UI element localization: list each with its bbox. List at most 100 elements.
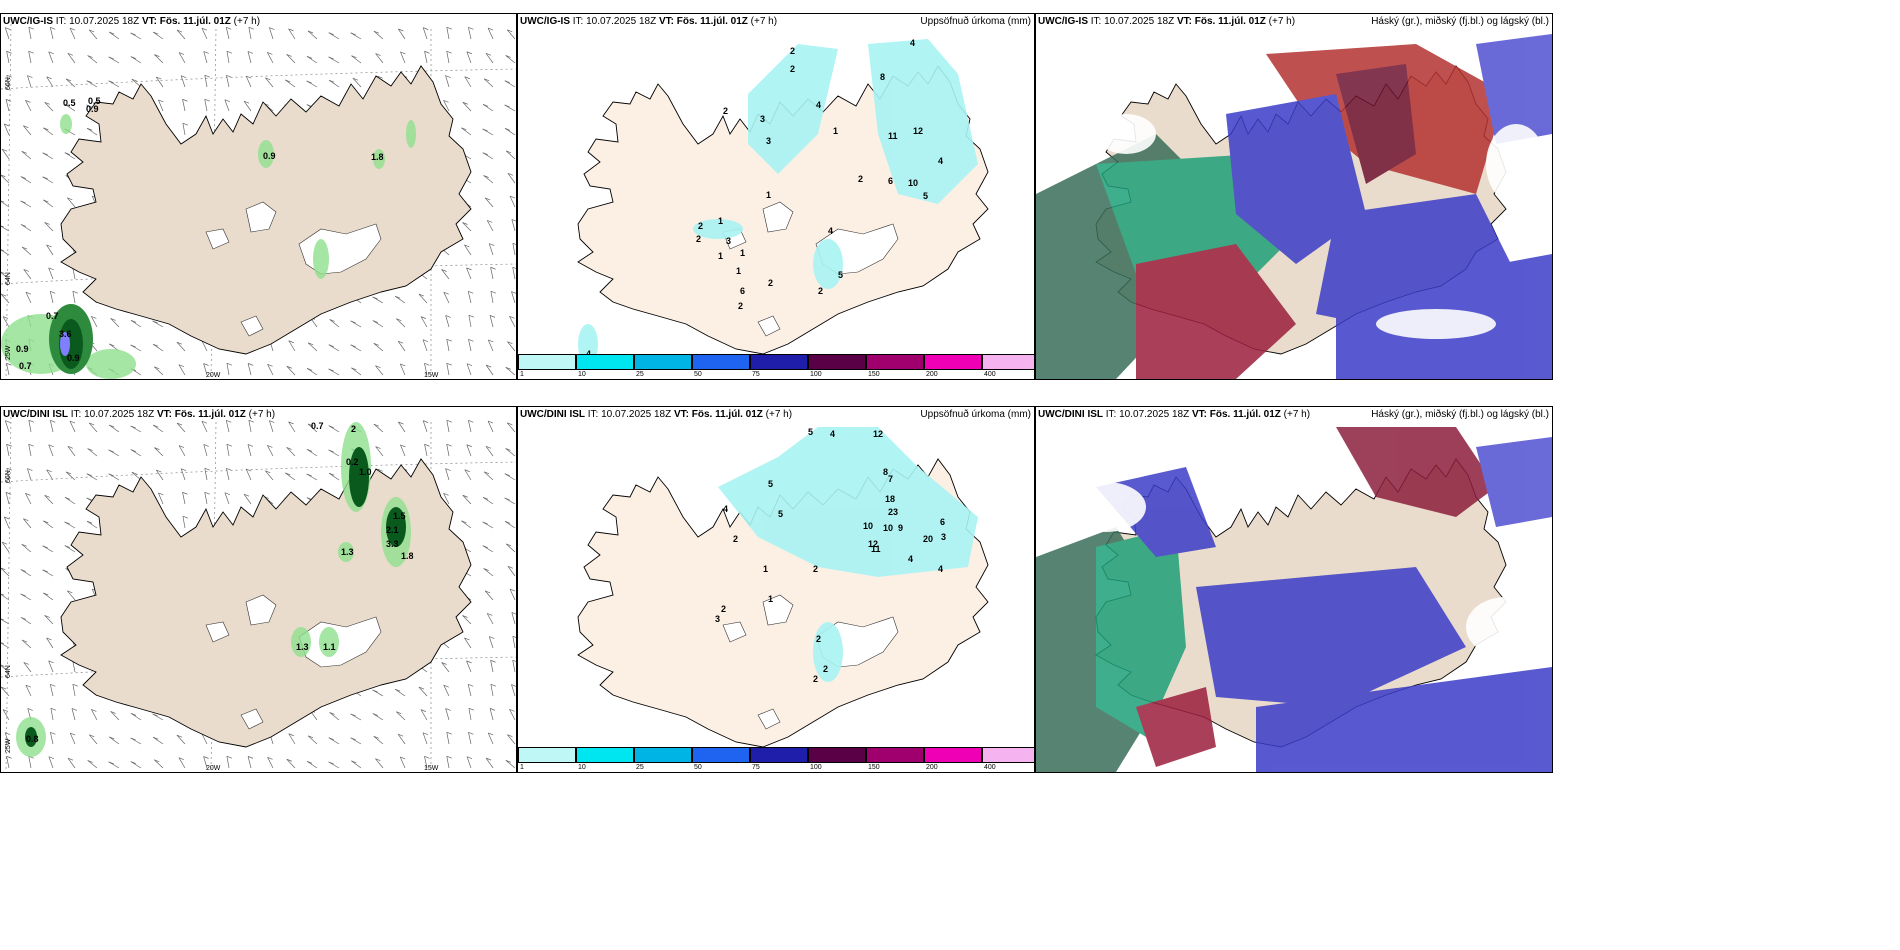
wind-barb-flag [201,27,207,31]
wind-barb [180,468,186,481]
wind-barb [484,197,494,208]
wind-barb [511,219,516,232]
wind-barb [489,315,494,328]
wind-barb-flag [109,736,115,740]
wind-barb [507,173,516,184]
wind-barb-flag [507,565,514,569]
colorbar-swatch [576,354,634,370]
colorbar-label: 150 [868,371,880,378]
wind-barb-flag [87,448,93,451]
wind-barb-flag [4,516,10,520]
wind-barb [512,243,516,256]
wind-barb [418,686,428,697]
wind-barb [511,291,516,304]
wind-barb-flag [86,80,92,84]
wind-barb-flag [176,422,183,426]
wind-barb [71,708,76,721]
wind-barb [446,27,450,40]
wind-barb [462,102,472,112]
wind-barb-flag [72,683,78,687]
wind-barb-flag [464,637,470,641]
wind-barb [424,444,428,457]
wind-barb [152,424,164,433]
top-precip-panel: UWC/IG-IS IT: 10.07.2025 18Z VT: Fös. 11… [517,13,1035,380]
wind-barb-flag [507,29,513,33]
wind-barb-flag [89,29,95,33]
wind-barb-flag [482,496,489,500]
wind-barb [5,492,10,505]
wind-barb-flag [203,444,209,447]
wind-value-label: 2 [351,424,356,434]
wind-barb-flag [308,342,314,346]
wind-barb [6,75,10,88]
wind-barb [158,99,164,112]
wind-barb [504,473,516,481]
wind-barb [375,365,384,376]
wind-barb [6,51,10,64]
wind-barb [373,30,384,40]
wind-barb-flag [44,102,50,105]
wind-barb-flag [375,53,381,56]
wind-barb [2,316,10,328]
wind-barb-flag [420,316,427,319]
lon15-label: 15W [424,765,439,772]
wind-barb [394,688,406,697]
wind-barb [154,759,164,769]
wind-barb-flag [86,473,92,477]
wind-barb [1,541,10,553]
precip-value-label: 10 [908,178,918,188]
wind-barb-flag [64,545,70,548]
wind-barb [131,78,142,88]
wind-barb-flag [468,707,475,711]
wind-barb [487,27,494,40]
wind-barb-flag [487,420,494,424]
wind-barb-flag [485,197,491,201]
wind-barb-flag [86,520,93,524]
wind-barb-flag [269,420,275,423]
wind-barb [65,471,76,481]
wind-barb-flag [468,338,474,342]
wind-barb-flag [350,32,356,36]
precip-value-label: 5 [838,270,843,280]
wind-barb-flag [201,420,207,424]
wind-barb [20,617,32,625]
wind-barb [422,732,428,745]
colorbar-swatch [576,747,634,763]
wind-value-label: 1.8 [371,152,384,162]
wind-barb [204,468,208,481]
wind-barb [486,220,494,232]
wind-barb [505,150,516,160]
wind-barb [467,684,472,697]
wind-barb-flag [351,55,357,59]
wind-barb-flag [400,756,406,760]
wind-barb [267,364,274,376]
wind-barb [86,127,98,136]
wind-barb [375,758,384,769]
wind-barb [1,665,10,673]
wind-barb-flag [130,737,136,741]
panel-title: UWC/IG-IS IT: 10.07.2025 18Z VT: Fös. 11… [1038,16,1296,27]
wind-barb [3,123,10,136]
wind-barb-flag [466,444,472,448]
wind-barb [328,344,340,352]
wind-barb-flag [377,75,383,79]
lon20-label: 20W [206,372,221,379]
wind-barb [351,760,362,769]
wind-barb-flag [486,757,492,761]
wind-barb-flag [507,422,513,426]
precip-colorbar: 1 10 25 50 75 100 150 200 400 [518,747,1034,771]
wind-barb-flag [288,28,294,32]
wind-barb-flag [27,75,33,78]
precip-value-label: 1 [736,266,741,276]
wind-barb [445,468,450,481]
wind-barb [46,244,54,256]
bot-wind-panel: UWC/DINI ISL IT: 10.07.2025 18Z VT: Fös.… [0,406,517,773]
wind-barb [201,28,208,40]
wind-barb [44,615,54,625]
wind-barb-flag [487,27,494,31]
wind-barb [201,733,208,745]
colorbar-label: 100 [810,371,822,378]
wind-barb [152,343,164,352]
wind-barb [466,660,472,673]
